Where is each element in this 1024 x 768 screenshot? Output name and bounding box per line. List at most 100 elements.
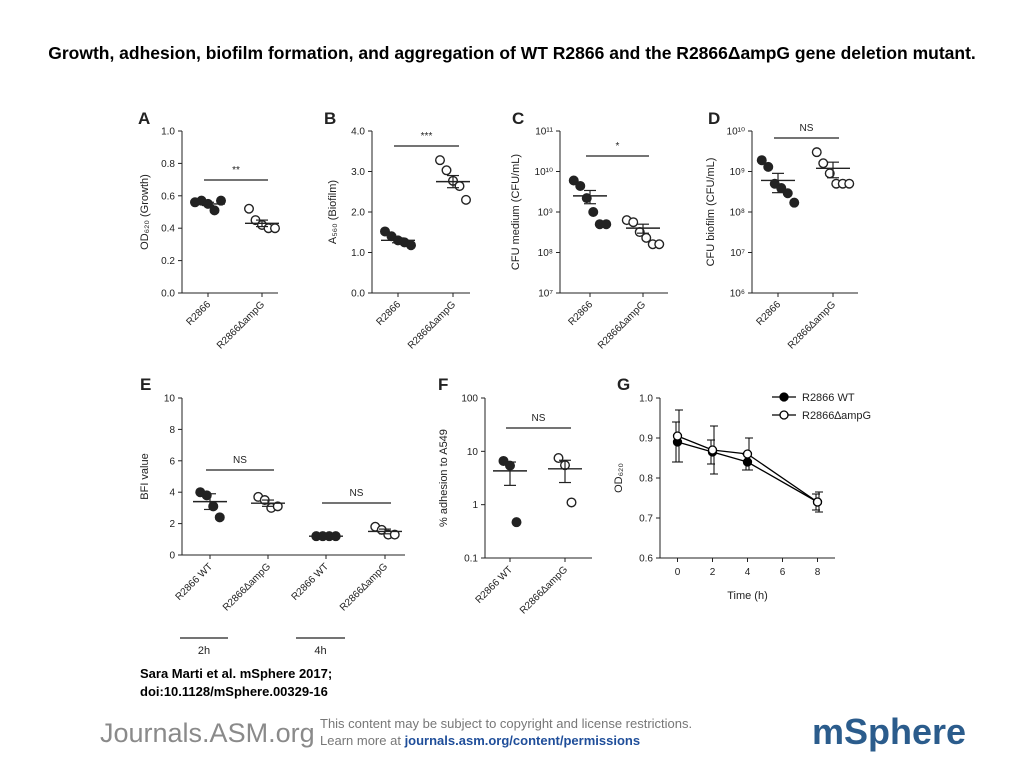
x-tick-label: R2866∆ampG: [221, 561, 273, 613]
data-point: [243, 203, 254, 214]
data-point: [844, 178, 855, 189]
data-point: [270, 223, 281, 234]
x-tick-label: R2866∆ampG: [786, 299, 838, 351]
y-tick-label: 0: [169, 551, 175, 562]
panel-letter: E: [140, 375, 151, 394]
data-line: [677, 435, 818, 503]
y-tick-label: 0.8: [161, 159, 175, 170]
y-tick-label: 10⁸: [730, 208, 745, 219]
data-point: [742, 457, 753, 467]
y-axis-label: OD₆₂₀ (Growth): [139, 174, 151, 250]
y-tick-label: 10: [467, 447, 479, 458]
x-tick-label: R2866: [375, 299, 404, 328]
data-point: [789, 197, 800, 208]
y-tick-label: 0.4: [161, 224, 175, 235]
y-tick-label: 0.7: [639, 514, 653, 525]
y-tick-label: 4.0: [351, 127, 365, 138]
x-tick-label: 0: [675, 567, 681, 578]
y-tick-label: 10¹¹: [535, 127, 553, 138]
y-axis-label: OD₆₂₀: [613, 463, 625, 493]
data-point: [553, 452, 564, 463]
data-point: [214, 512, 225, 523]
y-tick-label: 10⁹: [730, 167, 745, 178]
y-tick-label: 10⁹: [538, 208, 553, 219]
x-tick-label: R2866 WT: [290, 561, 332, 603]
data-point: [389, 529, 400, 540]
data-point: [782, 188, 793, 199]
x-tick-label: R2866∆ampG: [406, 299, 458, 351]
y-tick-label: 10: [164, 394, 176, 405]
x-tick-label: R2866 WT: [174, 561, 216, 603]
significance-label: NS: [800, 123, 814, 134]
panel-letter: A: [138, 109, 150, 128]
x-tick-label: R2866: [185, 299, 214, 328]
y-tick-label: 0.2: [161, 256, 175, 267]
y-tick-label: 1.0: [351, 248, 365, 259]
data-point: [461, 194, 472, 205]
y-tick-label: 0.8: [639, 474, 653, 485]
y-tick-label: 4: [169, 488, 175, 499]
panel-letter: F: [438, 375, 448, 394]
x-axis-label: Time (h): [727, 590, 768, 602]
significance-label: NS: [233, 455, 247, 466]
data-point: [511, 517, 522, 528]
legend-label: R2866∆ampG: [802, 410, 871, 422]
notice: Learn more at: [320, 733, 401, 748]
permissions-link[interactable]: journals.asm.org/content/permissions: [404, 733, 641, 748]
data-point: [742, 449, 753, 459]
data-point: [209, 205, 220, 216]
y-tick-label: 10⁷: [538, 289, 553, 300]
y-tick-label: 0.9: [639, 434, 653, 445]
data-point: [406, 240, 417, 251]
y-axis-label: CFU biofilm (CFU/mL): [705, 158, 717, 267]
significance-label: **: [232, 165, 240, 176]
y-tick-label: 1.0: [639, 394, 653, 405]
panel-letter: C: [512, 109, 524, 128]
data-point: [441, 165, 452, 176]
significance-label: *: [616, 141, 620, 152]
x-tick-label: R2866∆ampG: [215, 299, 267, 351]
legend-label: R2866 WT: [802, 392, 855, 404]
y-tick-label: 6: [169, 456, 175, 467]
data-point: [215, 195, 226, 206]
y-tick-label: 10⁶: [730, 289, 745, 300]
timepoint-label: 2h: [198, 645, 210, 657]
notice: This content may be subject to copyright…: [320, 716, 692, 731]
panel-letter: D: [708, 109, 720, 128]
y-tick-label: 3.0: [351, 167, 365, 178]
journals-logo: Journals.ASM.org: [100, 718, 315, 748]
data-point: [435, 155, 446, 166]
data-point: [654, 239, 665, 250]
legend-marker: [779, 410, 789, 420]
y-tick-label: 0.6: [639, 554, 653, 565]
y-tick-label: 10¹⁰: [535, 167, 553, 178]
x-tick-label: 8: [815, 567, 821, 578]
y-tick-label: 1: [472, 500, 478, 511]
y-tick-label: 2.0: [351, 208, 365, 219]
data-point: [575, 180, 586, 191]
citation: doi:10.1128/mSphere.00329-16: [140, 684, 328, 699]
significance-label: ***: [421, 131, 433, 142]
panel-letter: G: [617, 375, 630, 394]
legend-marker: [779, 392, 789, 402]
data-point: [588, 206, 599, 217]
x-tick-label: R2866 WT: [474, 564, 516, 606]
y-tick-label: 1.0: [161, 127, 175, 138]
notice: Learn more at journals.asm.org/content/p…: [320, 733, 640, 748]
x-tick-label: R2866: [567, 299, 596, 328]
citation: Sara Marti et al. mSphere 2017;: [140, 666, 332, 681]
data-point: [454, 181, 465, 192]
data-point: [380, 226, 391, 237]
timepoint-label: 4h: [314, 645, 326, 657]
y-axis-label: BFI value: [139, 453, 151, 499]
y-tick-label: 10⁸: [538, 248, 553, 259]
data-point: [812, 497, 823, 507]
data-point: [707, 445, 718, 455]
data-point: [498, 455, 509, 466]
y-axis-label: A₅₆₀ (Biofilm): [327, 180, 339, 244]
x-tick-label: R2866∆ampG: [338, 561, 390, 613]
x-tick-label: R2866∆ampG: [518, 564, 570, 616]
x-tick-label: R2866∆ampG: [596, 299, 648, 351]
